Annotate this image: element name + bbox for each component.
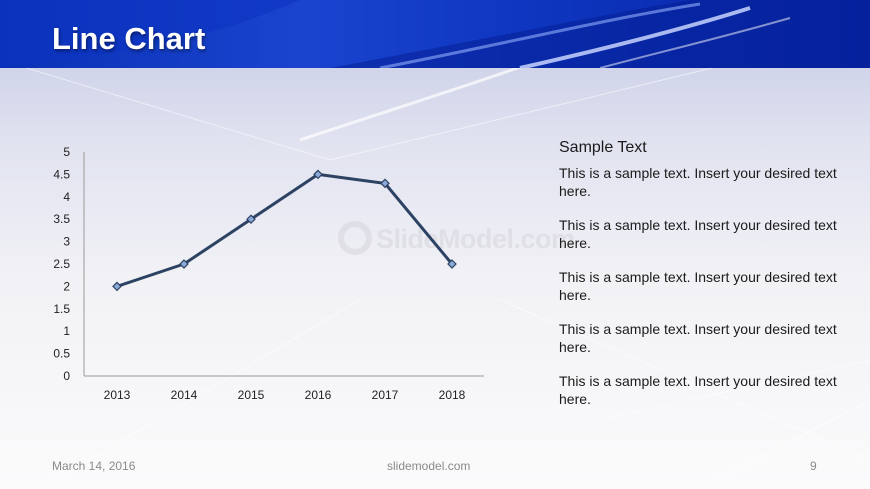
data-point-marker (313, 169, 323, 180)
y-tick-label: 4.5 (53, 167, 70, 181)
text-panel: Sample Text This is a sample text. Inser… (559, 138, 839, 425)
slide-title: Line Chart (52, 21, 206, 56)
y-tick-label: 2 (63, 279, 70, 293)
sample-paragraph-3: This is a sample text. Insert your desir… (559, 269, 837, 303)
title-bar: Line Chart (0, 0, 870, 68)
slidemodel-logo-icon (338, 221, 372, 255)
data-point-marker (246, 214, 256, 225)
series-line (115, 172, 454, 288)
data-point-marker (380, 178, 390, 189)
y-tick-label: 1.5 (53, 302, 70, 316)
sample-paragraph-2: This is a sample text. Insert your desir… (559, 217, 837, 251)
sample-paragraph-5: This is a sample text. Insert your desir… (559, 373, 837, 407)
y-tick-label: 4 (63, 190, 70, 204)
y-tick-label: 3 (63, 235, 70, 249)
x-tick-label: 2013 (104, 388, 131, 402)
x-tick-label: 2017 (372, 388, 399, 402)
data-point-marker (112, 281, 122, 292)
x-tick-label: 2015 (238, 388, 265, 402)
slidemodel-watermark: SlideModel.com (338, 221, 575, 259)
y-tick-label: 1 (63, 324, 70, 338)
footer-site: slidemodel.com (387, 459, 471, 473)
header-swoosh (0, 0, 870, 68)
x-tick-label: 2014 (171, 388, 198, 402)
data-point-marker (179, 259, 189, 269)
y-tick-label: 5 (63, 145, 70, 159)
data-point-marker (447, 259, 457, 269)
sample-paragraph-1: This is a sample text. Insert your desir… (559, 165, 837, 199)
y-tick-label: 0 (63, 369, 70, 383)
footer-date: March 14, 2016 (52, 459, 136, 473)
watermark-text: SlideModel.com (376, 224, 575, 254)
sample-paragraph-4: This is a sample text. Insert your desir… (559, 321, 837, 355)
y-tick-label: 3.5 (53, 212, 70, 226)
y-tick-label: 2.5 (53, 257, 70, 271)
panel-title: Sample Text (559, 139, 647, 156)
page-number: 9 (810, 459, 817, 473)
y-tick-label: 0.5 (53, 347, 70, 361)
x-tick-label: 2016 (305, 388, 332, 402)
x-tick-label: 2018 (439, 388, 466, 402)
